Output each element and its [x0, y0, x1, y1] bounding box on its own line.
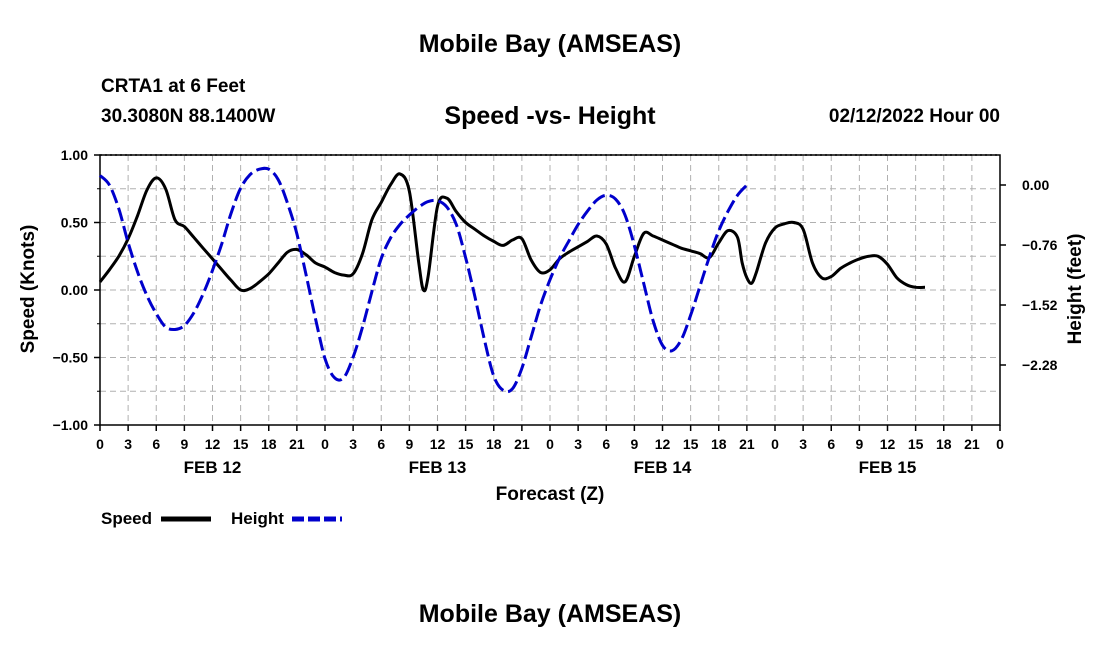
x-axis-label: Forecast (Z)	[496, 484, 605, 505]
x-tick-label: 3	[574, 436, 582, 452]
x-tick-label: 6	[152, 436, 160, 452]
x-tick-label: 18	[711, 436, 727, 452]
y2-tick-label: −2.28	[1022, 357, 1058, 373]
day-label: FEB 13	[409, 458, 467, 477]
x-tick-label: 15	[233, 436, 249, 452]
y2-tick-label: −1.52	[1022, 297, 1058, 313]
x-tick-label: 15	[458, 436, 474, 452]
x-tick-label: 0	[996, 436, 1004, 452]
x-tick-label: 15	[683, 436, 699, 452]
x-tick-label: 6	[602, 436, 610, 452]
x-tick-label: 9	[405, 436, 413, 452]
x-tick-label: 18	[936, 436, 952, 452]
y-tick-label: 0.50	[61, 215, 88, 231]
x-tick-label: 12	[880, 436, 896, 452]
legend-height-label: Height	[231, 509, 284, 528]
y-tick-label: 0.00	[61, 282, 88, 298]
chart-series	[98, 166, 926, 394]
x-tick-label: 15	[908, 436, 924, 452]
y-axis-label: Speed (Knots)	[18, 225, 39, 354]
y2-tick-label: −0.76	[1022, 237, 1058, 253]
x-tick-label: 3	[799, 436, 807, 452]
x-tick-label: 0	[546, 436, 554, 452]
x-tick-label: 18	[486, 436, 502, 452]
forecast-datetime: 02/12/2022 Hour 00	[828, 106, 1000, 127]
x-tick-label: 6	[377, 436, 385, 452]
x-tick-label: 0	[96, 436, 104, 452]
x-tick-label: 21	[964, 436, 980, 452]
x-tick-label: 3	[124, 436, 132, 452]
x-tick-label: 0	[321, 436, 329, 452]
y2-axis-label: Height (feet)	[1065, 234, 1086, 345]
x-tick-label: 9	[630, 436, 638, 452]
x-tick-label: 12	[655, 436, 671, 452]
chart-subtitle: Speed -vs- Height	[444, 102, 656, 130]
y-tick-label: −1.00	[53, 417, 89, 433]
chart-footer-title: Mobile Bay (AMSEAS)	[418, 600, 682, 628]
y-tick-label: 1.00	[61, 147, 88, 163]
x-tick-label: 21	[739, 436, 755, 452]
x-tick-label: 0	[771, 436, 779, 452]
series-line-speed	[98, 172, 926, 293]
y-tick-label: −0.50	[53, 350, 89, 366]
x-tick-label: 18	[261, 436, 277, 452]
x-tick-label: 6	[827, 436, 835, 452]
chart-grid	[100, 155, 1000, 425]
y2-tick-label: 0.00	[1022, 177, 1049, 193]
chart-main-title: Mobile Bay (AMSEAS)	[418, 30, 682, 58]
coordinates-label: 30.3080N 88.1400W	[101, 106, 276, 127]
series-line-height	[98, 166, 748, 394]
station-label: CRTA1 at 6 Feet	[101, 76, 246, 97]
x-tick-label: 3	[349, 436, 357, 452]
day-label: FEB 15	[859, 458, 917, 477]
x-tick-label: 9	[180, 436, 188, 452]
x-tick-label: 12	[205, 436, 221, 452]
x-tick-label: 21	[514, 436, 530, 452]
day-label: FEB 14	[634, 458, 692, 477]
x-tick-label: 21	[289, 436, 305, 452]
x-tick-label: 9	[855, 436, 863, 452]
legend-speed-label: Speed	[101, 509, 153, 528]
x-tick-label: 12	[430, 436, 446, 452]
chart-axes: 1.00 0.50 0.00 −0.50 −1.00 0.00 −0.76 −1.52 −2.2…	[53, 147, 1058, 477]
day-label: FEB 12	[184, 458, 242, 477]
